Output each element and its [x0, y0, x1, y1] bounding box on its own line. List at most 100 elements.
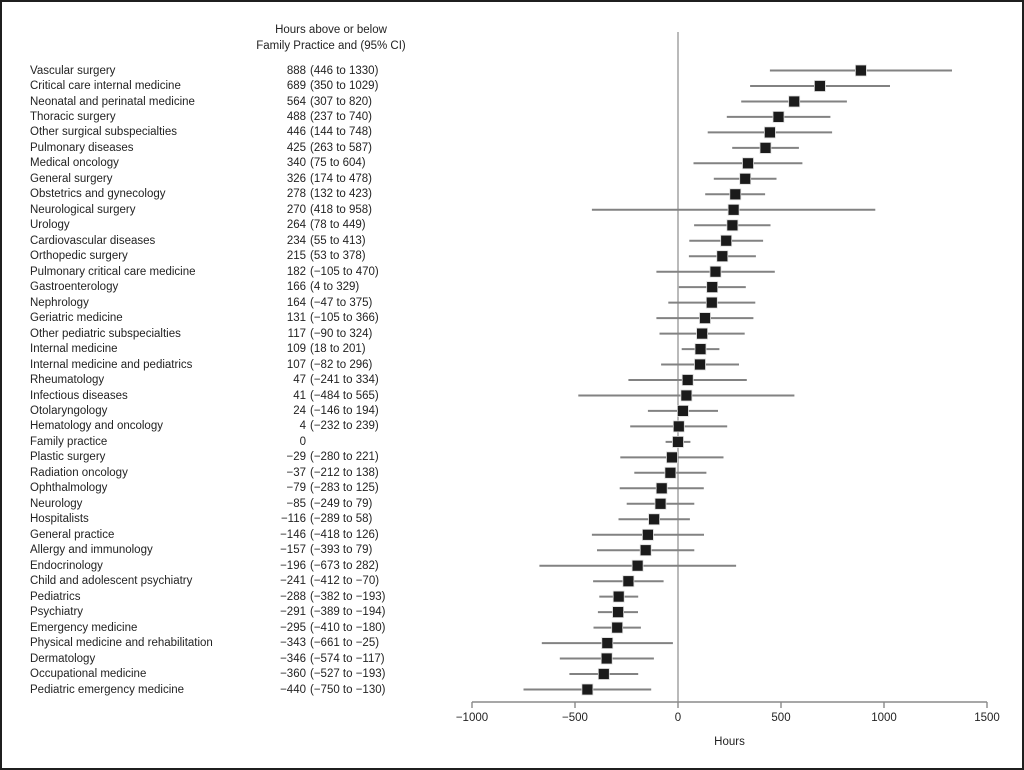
ci-text: (4 to 329) [310, 281, 360, 294]
specialty-label: Geriatric medicine [30, 312, 123, 325]
x-tick-label: 500 [771, 712, 790, 724]
ci-text: (−389 to −194) [310, 606, 386, 619]
estimate-text: 24 [293, 404, 306, 417]
ci-text: (−574 to −117) [310, 652, 385, 665]
estimate-text: 425 [286, 141, 306, 154]
estimate-text: 182 [286, 265, 306, 278]
estimate-ci-value: −241 (−412 to −70) [242, 573, 379, 589]
estimate-text: 264 [286, 219, 306, 232]
estimate-ci-value: 182 (−105 to 470) [242, 264, 379, 280]
ci-text: (53 to 378) [310, 250, 366, 263]
estimate-text: −146 [280, 528, 306, 541]
estimate-ci-value: 888 (446 to 1330) [242, 63, 379, 79]
specialty-label: Obstetrics and gynecology [30, 188, 166, 201]
estimate-text: −116 [280, 513, 306, 526]
x-tick-label: −1000 [456, 712, 488, 724]
ci-text: (−232 to 239) [310, 420, 379, 433]
column-header-line2: Family Practice and (95% CI) [256, 40, 406, 52]
ci-text: (−527 to −193) [310, 668, 386, 680]
estimate-text: 270 [286, 203, 306, 216]
estimate-ci-value: 689 (350 to 1029) [242, 78, 379, 94]
estimate-text: 0 [299, 435, 306, 448]
estimate-text: 888 [286, 64, 306, 77]
ci-text: (263 to 587) [310, 141, 373, 154]
ci-text: (18 to 201) [310, 343, 366, 356]
estimate-marker [720, 234, 733, 247]
estimate-ci-value: 107 (−82 to 296) [242, 357, 373, 373]
estimate-ci-value: −440 (−750 to −130) [242, 682, 385, 698]
specialty-label: Dermatology [30, 652, 96, 665]
specialty-label: Pulmonary diseases [30, 141, 134, 154]
ci-text: (−280 to 221) [310, 451, 379, 464]
ci-text: (−382 to −193) [310, 590, 386, 603]
estimate-ci-value: −116 (−289 to 58) [242, 511, 372, 527]
ci-text: (−412 to −70) [310, 575, 380, 588]
estimate-text: 107 [286, 358, 306, 371]
specialty-label: Thoracic surgery [30, 110, 116, 123]
specialty-label: Psychiatry [30, 606, 84, 619]
specialty-label: Hospitalists [30, 513, 89, 526]
specialty-label: Gastroenterology [30, 281, 119, 294]
x-tick-label: −500 [562, 712, 588, 724]
estimate-text: 47 [293, 374, 306, 386]
estimate-text: 564 [286, 95, 306, 108]
specialty-label: Critical care internal medicine [30, 80, 181, 92]
estimate-ci-value: 109 (18 to 201) [242, 341, 366, 357]
specialty-label: Neurology [30, 497, 83, 510]
specialty-label: Pulmonary critical care medicine [30, 265, 196, 278]
estimate-ci-value: 117 (−90 to 324) [242, 326, 373, 342]
estimate-text: 340 [286, 157, 306, 170]
specialty-label: Rheumatology [30, 374, 105, 386]
specialty-label: Neurological surgery [30, 203, 136, 216]
estimate-ci-value: 47 (−241 to 334) [242, 372, 379, 388]
x-axis: −1000 −500 0 500 1000 1500 Hours [456, 701, 1000, 748]
column-header: Hours above or below Family Practice and… [217, 22, 445, 54]
estimate-markers [581, 64, 867, 696]
estimate-ci-value: 234 (55 to 413) [242, 233, 366, 249]
estimate-text: 117 [287, 327, 306, 340]
specialty-label: Endocrinology [30, 559, 103, 572]
specialty-label: Allergy and immunology [30, 544, 153, 557]
ci-text: (−90 to 324) [310, 327, 373, 340]
ci-text: (55 to 413) [310, 234, 366, 247]
estimate-marker [631, 559, 644, 572]
estimate-marker [699, 312, 711, 325]
estimate-ci-value: −343 (−661 to −25) [242, 635, 379, 651]
specialty-label: Nephrology [30, 296, 89, 309]
x-axis-title: Hours [714, 736, 745, 748]
estimate-ci-value: 166 (4 to 329) [242, 279, 359, 295]
specialty-label: General practice [30, 528, 115, 541]
ci-text: (−750 to −130) [310, 683, 386, 696]
ci-text: (−673 to 282) [310, 559, 379, 572]
ci-text: (−241 to 334) [310, 374, 379, 386]
specialty-label: Cardiovascular diseases [30, 234, 156, 247]
estimate-marker [739, 172, 752, 185]
estimate-marker [814, 80, 826, 92]
ci-text: (−289 to 58) [310, 513, 373, 526]
ci-text: (307 to 820) [310, 95, 373, 108]
estimate-marker [654, 497, 667, 510]
ci-text: (418 to 958) [310, 203, 373, 216]
ci-text: (−283 to 125) [310, 482, 379, 495]
estimate-text: 446 [286, 126, 306, 139]
specialty-label: Other pediatric subspecialties [30, 327, 181, 340]
estimate-marker [648, 513, 660, 526]
ci-text: (−105 to 470) [310, 265, 379, 278]
estimate-text: 41 [293, 389, 306, 402]
estimate-marker [666, 451, 678, 464]
estimate-marker [716, 250, 729, 263]
confidence-interval-lines [523, 69, 952, 691]
ci-text: (350 to 1029) [310, 80, 379, 92]
estimate-marker [727, 203, 740, 216]
estimate-marker [639, 544, 652, 557]
estimate-ci-value: −37 (−212 to 138) [242, 465, 378, 481]
specialty-label: Hematology and oncology [30, 420, 163, 433]
estimate-marker [726, 219, 739, 232]
specialty-label: General surgery [30, 172, 113, 185]
x-tick-label: 1500 [974, 712, 1000, 724]
estimate-marker [696, 327, 708, 340]
estimate-ci-value: −196 (−673 to 282) [242, 558, 379, 574]
estimate-ci-value: −146 (−418 to 126) [242, 527, 379, 543]
ci-text: (−661 to −25) [310, 637, 380, 650]
estimate-text: 166 [286, 281, 306, 294]
